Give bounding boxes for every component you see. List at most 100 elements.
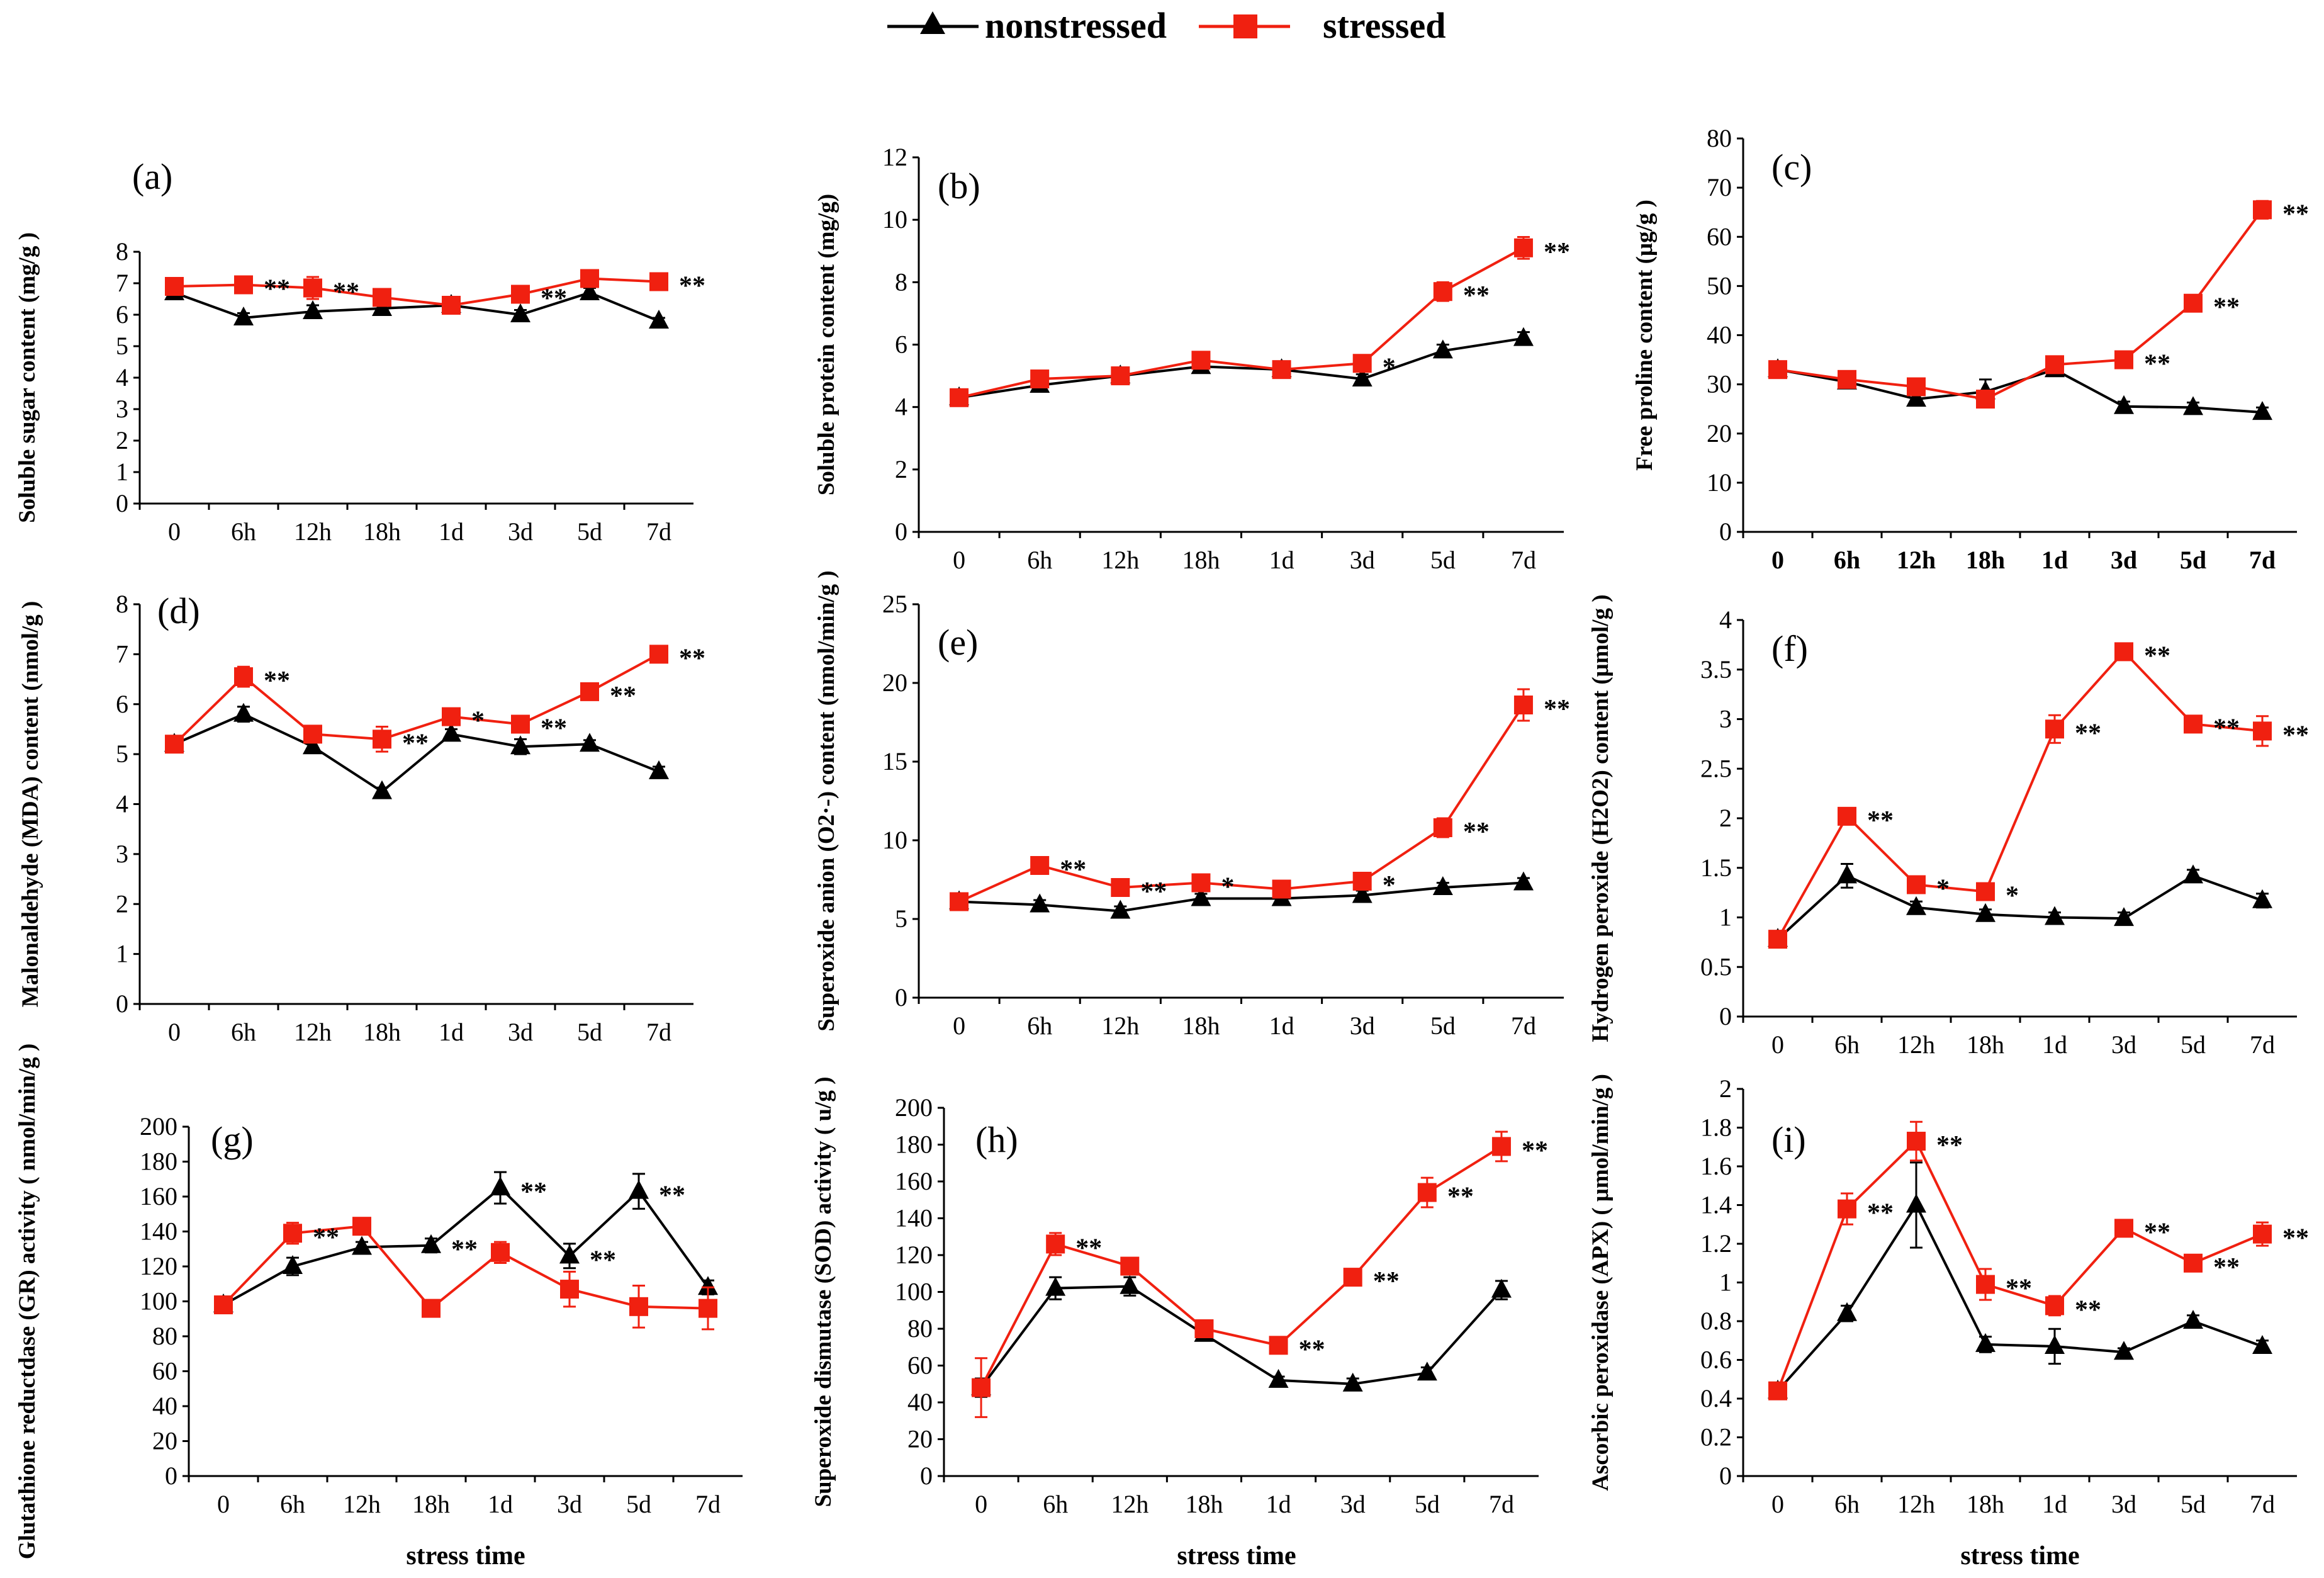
- data-point-stressed: [303, 724, 322, 744]
- data-point-nonstressed: [1030, 893, 1050, 913]
- x-tick-label: 3d: [1350, 546, 1375, 574]
- data-point-stressed: [1272, 879, 1291, 899]
- data-point-stressed: [1513, 238, 1533, 257]
- data-point-stressed: [1513, 696, 1533, 714]
- x-tick-label: 12h: [294, 1018, 332, 1046]
- legend-stressed-label: stressed: [1323, 5, 1445, 46]
- data-point-stressed: [2045, 1296, 2064, 1316]
- y-tick-label: 10: [882, 205, 907, 234]
- y-tick-label: 60: [907, 1351, 933, 1380]
- data-point-stressed: [1433, 818, 1452, 837]
- y-tick-label: 3: [116, 395, 128, 423]
- data-point-nonstressed: [2114, 907, 2134, 927]
- significance-mark: **: [541, 714, 567, 743]
- significance-mark: **: [1373, 1267, 1400, 1296]
- x-tick-label: 6h: [1834, 1490, 1860, 1518]
- x-tick-label: 12h: [294, 517, 332, 546]
- significance-mark: **: [313, 1223, 339, 1252]
- data-point-nonstressed: [580, 281, 600, 300]
- x-tick-label: 5d: [626, 1490, 651, 1518]
- x-tick-label: 1d: [2041, 546, 2068, 574]
- y-tick-label: 80: [1707, 124, 1732, 152]
- x-tick-label: 0: [1771, 1030, 1784, 1059]
- y-tick-label: 100: [895, 1278, 933, 1306]
- y-tick-label: 4: [1719, 606, 1732, 634]
- x-tick-label: 12h: [1897, 546, 1936, 574]
- y-tick-label: 1: [116, 940, 128, 968]
- y-tick-label: 12: [882, 143, 907, 171]
- y-tick-label: 160: [895, 1167, 933, 1195]
- data-point-stressed: [1976, 882, 1995, 901]
- data-point-nonstressed: [490, 1176, 510, 1196]
- data-point-stressed: [511, 714, 530, 734]
- y-tick-label: 8: [116, 237, 128, 266]
- series-line-stressed: [958, 704, 1525, 903]
- y-tick-label: 140: [895, 1204, 933, 1232]
- data-point-stressed: [283, 1224, 302, 1243]
- series-line-nonstressed: [958, 337, 1524, 399]
- y-axis-label: Superoxide anion (O2·-) content (nmol/mi…: [814, 570, 839, 1031]
- data-point-nonstressed: [1417, 1361, 1437, 1381]
- y-tick-label: 7: [116, 640, 128, 668]
- data-point-stressed: [442, 707, 461, 726]
- data-point-stressed: [1907, 377, 1926, 397]
- data-point-nonstressed: [559, 1244, 580, 1264]
- x-tick-label: 3d: [2111, 1030, 2136, 1059]
- series-line-stressed: [174, 277, 660, 307]
- data-point-nonstressed: [580, 733, 600, 752]
- x-tick-label: 7d: [1489, 1490, 1514, 1518]
- data-point-stressed: [649, 645, 668, 664]
- x-tick-label: 18h: [1185, 1490, 1223, 1518]
- y-tick-label: 10: [882, 826, 907, 854]
- y-tick-label: 0: [1719, 517, 1732, 546]
- x-tick-label: 18h: [412, 1490, 450, 1518]
- x-tick-label: 7d: [2250, 1030, 2275, 1059]
- significance-mark: **: [1544, 238, 1570, 267]
- x-tick-label: 3d: [2111, 1490, 2136, 1518]
- significance-mark: **: [2006, 1275, 2032, 1304]
- y-axis-label: Glutathione reductdase (GR) activity ( n…: [14, 1044, 40, 1559]
- data-point-stressed: [234, 275, 253, 295]
- data-point-stressed: [2184, 1253, 2203, 1273]
- y-tick-label: 70: [1707, 173, 1732, 201]
- x-tick-label: 0: [168, 517, 181, 546]
- x-tick-label: 1d: [488, 1490, 513, 1518]
- x-tick-label: 12h: [1101, 1012, 1139, 1040]
- y-tick-label: 2: [895, 455, 907, 483]
- significance-mark: **: [264, 667, 290, 696]
- y-tick-label: 25: [882, 590, 907, 618]
- panel-a: 0 1 2 3 4 5 6 7 8 0 6h 12h 18h 1d 3d 5d 7d Soluble sugar …: [14, 156, 705, 546]
- data-point-stressed: [352, 1217, 371, 1236]
- data-point-stressed: [1352, 872, 1372, 891]
- x-tick-label: 6h: [1834, 546, 1860, 574]
- data-point-stressed: [2253, 721, 2272, 741]
- panel-b: 0 2 4 6 8 10 12 0 6h 12h 18h 1d 3d 5d 7d Soluble protei…: [814, 143, 1570, 574]
- y-tick-label: 8: [895, 268, 907, 296]
- y-tick-label: 20: [152, 1427, 177, 1455]
- data-point-stressed: [1194, 1319, 1214, 1338]
- y-tick-label: 1: [1719, 903, 1732, 932]
- y-axis-label: Ascorbic peroxidase (APX) ( μmol/min/g ): [1588, 1074, 1614, 1491]
- panel-label: (g): [211, 1119, 254, 1160]
- panel-label: (a): [132, 156, 172, 197]
- data-point-nonstressed: [2252, 401, 2272, 420]
- data-point-stressed: [2045, 355, 2064, 375]
- significance-mark: **: [659, 1181, 685, 1210]
- x-tick-label: 7d: [2249, 546, 2276, 574]
- x-tick-label: 1d: [1269, 1012, 1294, 1040]
- data-point-nonstressed: [2114, 1341, 2134, 1360]
- data-point-stressed: [1417, 1183, 1437, 1202]
- y-tick-label: 20: [882, 668, 907, 697]
- y-tick-label: 0.8: [1700, 1307, 1732, 1335]
- data-point-stressed: [234, 667, 253, 687]
- data-point-nonstressed: [1268, 1368, 1289, 1388]
- data-point-nonstressed: [1491, 1278, 1512, 1298]
- data-point-stressed: [1191, 351, 1211, 370]
- data-point-stressed: [1046, 1234, 1065, 1254]
- data-point-nonstressed: [649, 310, 669, 329]
- data-point-nonstressed: [1837, 864, 1857, 884]
- significance-mark: **: [2144, 350, 2170, 379]
- data-point-nonstressed: [1342, 1372, 1363, 1392]
- significance-mark: **: [590, 1246, 616, 1275]
- significance-mark: **: [2213, 293, 2240, 322]
